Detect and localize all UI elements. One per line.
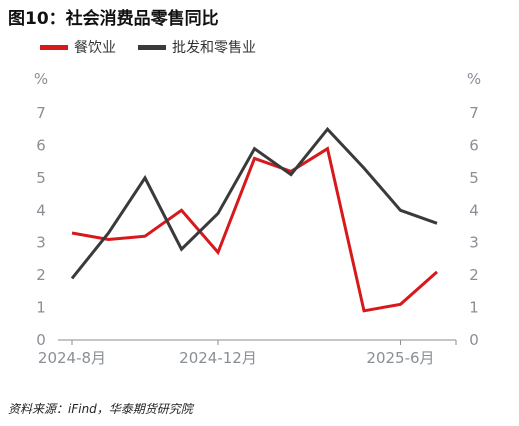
series-line-retail	[70, 126, 438, 280]
legend: 餐饮业 批发和零售业	[40, 37, 278, 57]
x-tick-label: 2025-6月	[366, 349, 434, 367]
y-tick-label-left: 0	[36, 331, 46, 349]
y-axis-unit-right: %	[467, 70, 481, 88]
legend-swatch-retail	[138, 44, 166, 50]
y-axis-unit-left: %	[34, 70, 48, 88]
y-tick-label-left: 2	[36, 266, 46, 284]
y-tick-label-left: 1	[36, 299, 46, 317]
legend-label-retail: 批发和零售业	[172, 40, 256, 56]
series-line-catering	[71, 146, 438, 313]
y-tick-label-right: 7	[469, 104, 479, 122]
legend-item-catering: 餐饮业	[40, 37, 116, 57]
y-tick-label-right: 2	[469, 266, 479, 284]
x-tick-label: 2024-8月	[38, 349, 106, 367]
y-tick-label-right: 3	[469, 234, 479, 252]
chart-title: 图10：社会消费品零售同比	[8, 9, 219, 29]
legend-label-catering: 餐饮业	[74, 40, 116, 56]
legend-item-retail: 批发和零售业	[138, 37, 256, 57]
y-tick-label-right: 6	[469, 136, 479, 154]
y-tick-label-right: 5	[469, 169, 479, 187]
y-tick-label-left: 3	[36, 234, 46, 252]
legend-swatch-catering	[40, 44, 68, 50]
y-tick-label-right: 4	[469, 201, 479, 219]
y-tick-label-right: 1	[469, 299, 479, 317]
source-note: 资料来源：iFind，华泰期货研究院	[8, 402, 193, 416]
y-tick-label-right: 0	[469, 331, 479, 349]
y-tick-label-left: 6	[36, 136, 46, 154]
y-tick-label-left: 4	[36, 201, 46, 219]
y-tick-label-left: 5	[36, 169, 46, 187]
x-tick-label: 2024-12月	[179, 349, 257, 367]
y-tick-label-left: 7	[36, 104, 46, 122]
